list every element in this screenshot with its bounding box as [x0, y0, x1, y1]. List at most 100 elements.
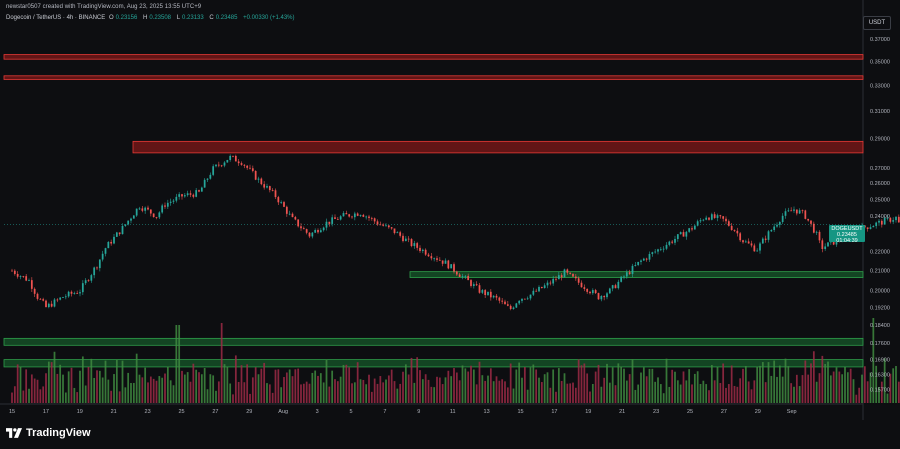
volume-bar — [790, 383, 793, 403]
candle-body — [651, 252, 654, 254]
ohlc-high-label: H — [142, 15, 148, 21]
volume-bar — [880, 381, 883, 403]
candle-body — [506, 304, 509, 306]
volume-bar — [574, 387, 577, 403]
candle-body — [798, 210, 801, 214]
currency-button[interactable]: USDT — [863, 16, 891, 30]
candle-body — [747, 241, 750, 244]
volume-bar — [240, 365, 243, 403]
candle-body — [13, 270, 16, 274]
volume-bar — [458, 380, 461, 403]
resistance-zone — [132, 140, 864, 154]
candle-body — [696, 221, 699, 226]
candle-body — [883, 218, 886, 225]
volume-bar — [283, 377, 285, 403]
volume-bar — [838, 371, 841, 403]
candle-body — [489, 291, 492, 298]
candle-body — [107, 241, 110, 249]
volume-bar — [410, 357, 413, 403]
candle-body — [750, 243, 753, 246]
volume-bar — [648, 368, 651, 403]
candle-body — [147, 207, 149, 210]
candle-body — [158, 212, 161, 218]
volume-bar — [263, 362, 266, 403]
candle-body — [433, 258, 436, 260]
volume-bar — [815, 381, 818, 403]
tradingview-logo[interactable]: TradingView — [6, 427, 91, 439]
candle-body — [164, 205, 166, 207]
candle-body — [130, 218, 132, 221]
candle-body — [36, 293, 39, 299]
volume-bar — [96, 370, 98, 403]
candle-body — [370, 217, 373, 219]
volume-bar — [543, 374, 546, 403]
volume-bar — [25, 369, 28, 403]
candle-body — [895, 216, 897, 221]
candle-body — [532, 290, 535, 295]
candle-body — [648, 253, 651, 260]
volume-bar — [334, 379, 336, 403]
candle-body — [764, 238, 767, 240]
volume-bar — [30, 374, 33, 403]
last-price-value: 0.23485 — [837, 232, 857, 238]
symbol-title[interactable]: Dogecoin / TetherUS · 4h · BINANCE — [6, 15, 106, 21]
volume-bar — [821, 355, 824, 403]
candle-body — [195, 190, 198, 197]
volume-bar — [274, 369, 277, 403]
volume-bar — [795, 374, 798, 403]
candle-body — [226, 159, 229, 163]
volume-bar — [674, 371, 676, 403]
price-tick-label: 0.16300 — [870, 372, 890, 378]
candle-body — [311, 232, 314, 237]
candle-body — [189, 193, 192, 195]
volume-bar — [617, 363, 620, 403]
candle-body — [390, 227, 393, 229]
volume-bar — [192, 363, 195, 403]
volume-bar — [722, 363, 725, 403]
time-tick-label: 23 — [653, 409, 659, 415]
candle-body — [424, 249, 427, 255]
time-tick-label: 25 — [178, 409, 184, 415]
candle-body — [302, 228, 305, 230]
volume-bar — [608, 382, 611, 403]
candle-body — [730, 225, 733, 230]
volume-bar — [79, 370, 81, 403]
candle-body — [192, 194, 195, 197]
volume-bar — [342, 364, 345, 403]
volume-bar — [308, 383, 311, 403]
volume-bar — [835, 367, 838, 403]
candle-body — [744, 241, 747, 243]
volume-bar — [396, 388, 399, 403]
volume-bar — [345, 364, 348, 403]
time-tick-label: 7 — [383, 409, 386, 415]
candle-body — [254, 170, 257, 180]
candle-body — [580, 282, 583, 288]
candle-body — [396, 232, 399, 234]
candle-body — [308, 232, 311, 237]
volume-bar — [764, 382, 767, 403]
volume-bar — [450, 376, 453, 403]
volume-bar — [719, 383, 722, 403]
volume-bar — [436, 376, 438, 403]
volume-bar — [657, 377, 659, 403]
candle-body — [421, 249, 424, 252]
volume-bar — [744, 366, 747, 403]
candle-body — [518, 300, 521, 304]
volume-bar — [67, 371, 70, 403]
candle-body — [98, 259, 101, 269]
volume-bar — [11, 392, 13, 403]
volume-bar — [770, 375, 773, 403]
volume-bar — [229, 383, 232, 403]
candle-body — [328, 221, 331, 224]
time-tick-label: 13 — [484, 409, 490, 415]
volume-bar — [132, 382, 135, 403]
volume-bar — [750, 389, 753, 403]
price-tick-label: 0.22000 — [870, 250, 890, 256]
time-tick-label: 5 — [349, 409, 352, 415]
candle-body — [198, 190, 200, 192]
candle-body — [294, 217, 297, 220]
volume-bar — [444, 377, 447, 403]
volume-bar — [144, 367, 147, 403]
